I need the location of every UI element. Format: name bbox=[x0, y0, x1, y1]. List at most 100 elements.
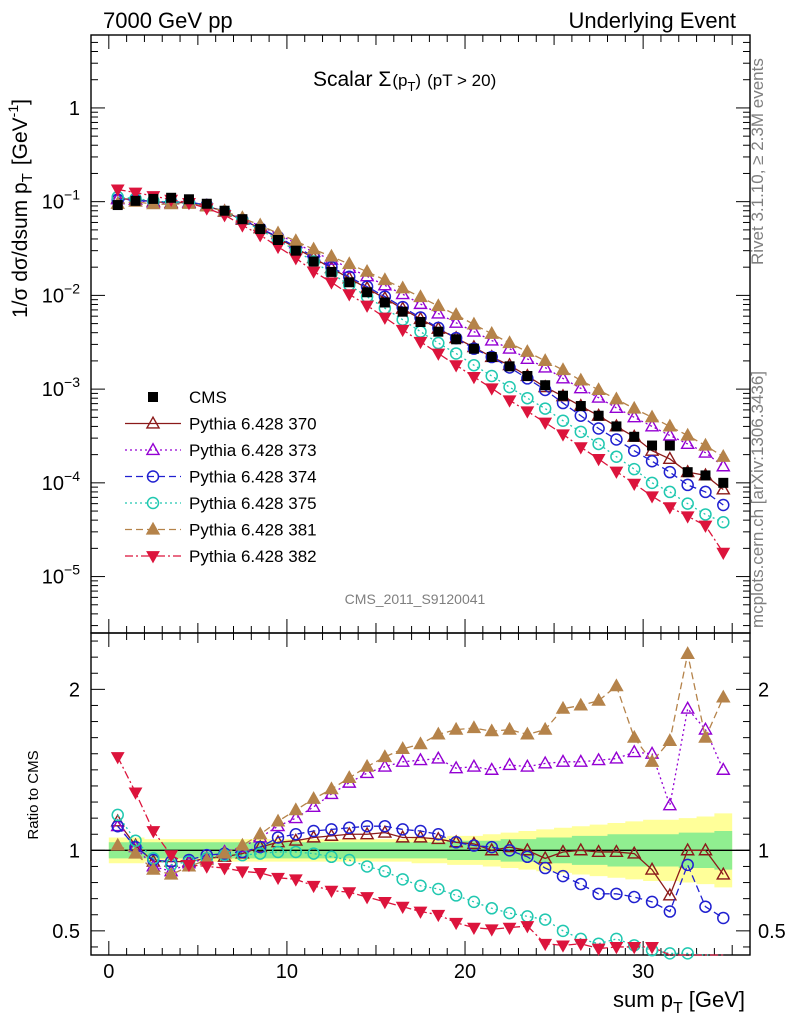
main-point-p375 bbox=[521, 391, 534, 405]
main-point-p381 bbox=[466, 316, 482, 330]
ratio-point-p374 bbox=[253, 840, 267, 854]
ratio-point-p373 bbox=[484, 762, 499, 775]
main-point-p382 bbox=[556, 429, 570, 442]
main-point-p382 bbox=[520, 406, 535, 419]
ratio-point-p382 bbox=[217, 863, 232, 876]
main-point-cms bbox=[112, 200, 123, 211]
ratio-point-p374 bbox=[645, 895, 659, 909]
main-point-cms bbox=[433, 326, 444, 337]
ratio-point-p381 bbox=[609, 678, 624, 692]
ratio-point-p370 bbox=[680, 842, 695, 856]
ratio-point-p374 bbox=[592, 887, 605, 901]
main-point-cms bbox=[201, 198, 212, 209]
main-point-p382 bbox=[627, 478, 642, 492]
main-point-p382 bbox=[306, 266, 321, 279]
ratio-y-tick-label-right: 1 bbox=[758, 840, 769, 862]
legend-label-p375: Pythia 6.428 375 bbox=[189, 494, 317, 513]
main-point-p382 bbox=[431, 348, 446, 361]
ratio-y-tick-label-right: 0.5 bbox=[758, 921, 786, 943]
ratio-point-p382 bbox=[413, 906, 428, 919]
ratio-point-p373 bbox=[431, 750, 446, 764]
ratio-point-p381 bbox=[288, 802, 304, 816]
main-point-cms bbox=[183, 194, 194, 205]
ratio-point-p373 bbox=[591, 752, 606, 766]
main-point-cms bbox=[575, 401, 586, 412]
ratio-point-p381 bbox=[555, 700, 571, 714]
header-right-title: Underlying Event bbox=[568, 8, 736, 33]
ratio-point-p374 bbox=[343, 821, 356, 835]
main-point-p382 bbox=[591, 454, 606, 467]
legend-label-cms: CMS bbox=[189, 388, 227, 407]
ratio-point-p375 bbox=[271, 845, 285, 859]
ratio-point-p374 bbox=[289, 828, 303, 841]
legend-label-p374: Pythia 6.428 374 bbox=[189, 468, 317, 487]
ratio-y-tick-label: 0.5 bbox=[52, 921, 80, 943]
ratio-y-tick-label-right: 2 bbox=[758, 679, 769, 701]
ratio-point-p382 bbox=[431, 909, 446, 923]
main-point-p374 bbox=[610, 433, 623, 446]
main-point-p382 bbox=[449, 360, 464, 373]
main-point-p382 bbox=[395, 324, 410, 338]
ratio-point-p374 bbox=[414, 824, 427, 838]
ratio-point-p375 bbox=[485, 902, 498, 915]
ratio-point-p382 bbox=[449, 917, 464, 931]
ratio-point-p370 bbox=[644, 861, 660, 875]
main-point-p381 bbox=[342, 256, 357, 270]
main-point-p381 bbox=[448, 307, 464, 320]
legend: CMS Pythia 6.428 370 Pythia 6.428 373 Pythi… bbox=[125, 388, 317, 566]
ratio-point-p373 bbox=[537, 755, 553, 769]
main-point-cms bbox=[166, 192, 177, 203]
ratio-point-p382 bbox=[182, 859, 196, 873]
ratio-point-p375 bbox=[325, 850, 338, 864]
main-point-p382 bbox=[377, 312, 392, 325]
main-point-cms bbox=[647, 440, 658, 451]
main-point-cms bbox=[468, 343, 479, 354]
main-point-p373 bbox=[537, 359, 553, 373]
ratio-point-p375 bbox=[432, 882, 445, 896]
main-point-p381 bbox=[680, 427, 695, 441]
main-point-p381 bbox=[573, 372, 589, 386]
main-point-p374 bbox=[627, 444, 641, 457]
ratio-point-p375 bbox=[289, 845, 303, 859]
main-point-cms bbox=[130, 195, 141, 206]
ratio-point-p375 bbox=[378, 865, 392, 878]
ratio-point-p382 bbox=[306, 880, 321, 894]
main-y-tick-label: 10−3 bbox=[42, 374, 80, 401]
ratio-point-p381 bbox=[395, 741, 410, 755]
ratio-point-p373 bbox=[466, 758, 482, 772]
ratio-point-p374 bbox=[360, 819, 374, 833]
main-point-p382 bbox=[609, 466, 624, 479]
ratio-point-p374 bbox=[627, 890, 641, 904]
ratio-point-p381 bbox=[573, 697, 589, 711]
ratio-point-p374 bbox=[325, 823, 338, 836]
ratio-point-p382 bbox=[591, 943, 606, 956]
ratio-point-p375 bbox=[681, 947, 694, 960]
main-point-cms bbox=[611, 421, 622, 432]
ratio-point-p381 bbox=[431, 726, 446, 740]
main-point-cms bbox=[486, 352, 497, 363]
main-point-p382 bbox=[484, 383, 499, 396]
main-point-p381 bbox=[698, 437, 713, 451]
main-point-p373 bbox=[591, 389, 606, 403]
main-point-p381 bbox=[609, 391, 624, 405]
ratio-point-p373 bbox=[413, 752, 428, 766]
main-point-p381 bbox=[484, 325, 499, 339]
legend-marker-p374 bbox=[146, 470, 160, 483]
ratio-point-p373 bbox=[395, 754, 410, 767]
ratio-point-p370 bbox=[324, 828, 339, 841]
ratio-point-p373 bbox=[306, 799, 321, 812]
ratio-point-p381 bbox=[626, 729, 642, 743]
main-point-p375 bbox=[449, 347, 463, 360]
main-point-p382 bbox=[502, 395, 517, 408]
rivet-version-label: Rivet 3.1.10, ≥ 2.3M events bbox=[748, 58, 767, 265]
ratio-y-tick-label: 2 bbox=[69, 679, 80, 701]
ratio-point-p374 bbox=[467, 839, 481, 852]
main-point-p375 bbox=[610, 450, 623, 463]
main-point-cms bbox=[522, 371, 533, 382]
main-point-p382 bbox=[645, 491, 659, 504]
main-y-tick-label: 10−2 bbox=[42, 280, 80, 307]
ratio-point-p370 bbox=[716, 866, 731, 880]
main-point-cms bbox=[540, 380, 551, 391]
ratio-point-p382 bbox=[484, 924, 499, 937]
main-point-p373 bbox=[484, 332, 499, 346]
